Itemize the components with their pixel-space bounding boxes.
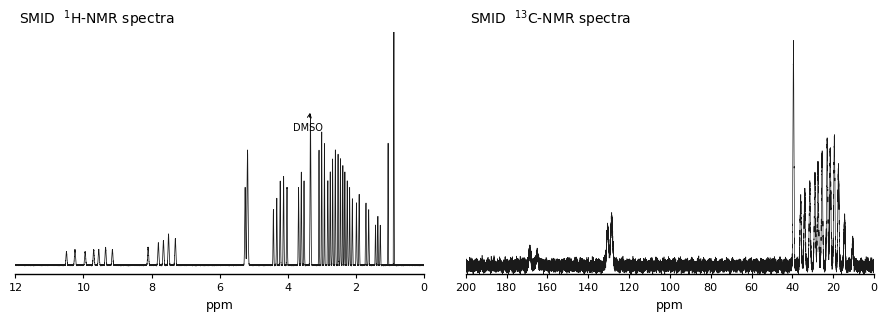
Text: SMID  $^{13}$C-NMR spectra: SMID $^{13}$C-NMR spectra	[470, 8, 631, 30]
Text: SMID  $^{1}$H-NMR spectra: SMID $^{1}$H-NMR spectra	[19, 8, 175, 30]
X-axis label: ppm: ppm	[656, 299, 684, 312]
Text: DMSO: DMSO	[292, 114, 323, 133]
X-axis label: ppm: ppm	[206, 299, 234, 312]
